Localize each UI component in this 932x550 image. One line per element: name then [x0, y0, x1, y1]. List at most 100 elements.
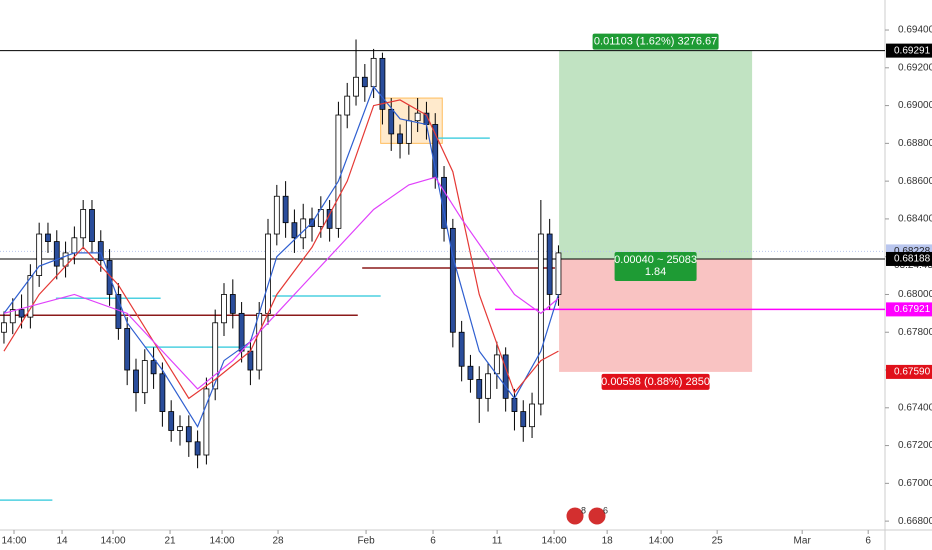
- x-tick-label: 18: [602, 536, 614, 547]
- event-label: 6: [603, 505, 608, 515]
- moving-average: [3, 85, 560, 429]
- candle-body: [300, 218, 307, 239]
- candle-body: [177, 426, 183, 431]
- candle-body: [546, 233, 553, 295]
- candle-body: [282, 195, 289, 224]
- y-tick-label: 0.67000: [898, 478, 932, 489]
- level-flag: 0.67921: [894, 304, 931, 315]
- event-marker: [565, 506, 585, 526]
- x-tick-label: Mar: [794, 536, 812, 547]
- candle-body: [335, 114, 342, 229]
- mid-label: 0.00040 ~ 25083: [614, 254, 697, 266]
- x-tick-label: 21: [164, 536, 176, 547]
- candle-body: [414, 112, 421, 122]
- candle-body: [529, 403, 535, 428]
- candle-body: [141, 360, 148, 394]
- y-tick-label: 0.69400: [898, 25, 932, 36]
- x-tick-label: 14:00: [649, 536, 674, 547]
- y-tick-label: 0.68600: [898, 176, 932, 187]
- target-flag: 0.69291: [894, 45, 931, 56]
- mid-label: 1.84: [645, 266, 666, 278]
- candle-body: [53, 241, 60, 267]
- y-tick-label: 0.67200: [898, 440, 932, 451]
- candle-body: [353, 76, 359, 97]
- target-label: 0.01103 (1.62%) 3276.67: [594, 36, 717, 48]
- x-tick-label: 28: [272, 536, 284, 547]
- x-tick-label: 6: [430, 536, 436, 547]
- entry-flag-bg: [886, 251, 932, 266]
- candle-body: [89, 209, 95, 242]
- candle-body: [229, 294, 236, 314]
- y-tick-label: 0.66800: [898, 516, 932, 527]
- candle-body: [97, 241, 104, 261]
- candle-body: [273, 195, 280, 235]
- candle-body: [467, 365, 474, 380]
- candle-body: [476, 379, 483, 399]
- candle-body: [36, 233, 43, 276]
- candle-body: [80, 209, 87, 239]
- x-tick-label: 14:00: [210, 536, 235, 547]
- candle-body: [221, 294, 227, 324]
- stop-label: 0.00598 (0.88%) 2850: [601, 376, 710, 388]
- x-tick-label: 25: [712, 536, 724, 547]
- candle-body: [397, 133, 403, 144]
- candle-body: [458, 331, 465, 367]
- current-flag: 0.68228: [894, 246, 931, 257]
- candle-body: [159, 373, 166, 412]
- candle-body: [291, 222, 298, 239]
- candle-body: [203, 388, 210, 456]
- candle-body: [247, 350, 254, 371]
- candle-body: [194, 441, 201, 456]
- candle-body: [238, 312, 245, 352]
- level-flag-bg: [886, 302, 932, 317]
- stop-label-bg: [601, 373, 710, 390]
- candle-body: [1, 322, 7, 333]
- x-tick-label: 14:00: [542, 536, 567, 547]
- candle-body: [45, 233, 51, 242]
- y-tick-label: 0.69000: [898, 100, 932, 111]
- candle-body: [265, 233, 271, 314]
- candle-body: [493, 354, 500, 375]
- event-label: 8: [581, 505, 586, 515]
- y-tick-label: 0.68400: [898, 214, 932, 225]
- candle-body: [502, 354, 509, 399]
- candle-body: [520, 411, 527, 428]
- x-tick-label: 14:00: [100, 536, 125, 547]
- candle-body: [150, 360, 157, 375]
- candle-body: [18, 309, 25, 318]
- target-label-bg: [592, 33, 719, 50]
- stop-flag-bg: [886, 364, 932, 379]
- candle-body: [256, 312, 263, 371]
- candle-body: [370, 57, 377, 88]
- profit-zone: [559, 50, 753, 259]
- x-tick-label: 6: [865, 536, 871, 547]
- candle-body: [212, 322, 219, 390]
- y-tick-label: 0.68800: [898, 138, 932, 149]
- candle-body: [326, 209, 333, 229]
- candle-body: [71, 237, 78, 254]
- candle-body: [361, 76, 368, 88]
- moving-average: [3, 99, 559, 400]
- x-tick-label: 14:00: [1, 536, 26, 547]
- x-tick-label: 14: [56, 536, 68, 547]
- candle-body: [511, 397, 518, 412]
- event-marker: [587, 506, 607, 526]
- candle-body: [449, 227, 456, 333]
- x-tick-label: 11: [492, 536, 503, 547]
- candle-body: [124, 328, 131, 371]
- candle-body: [485, 373, 491, 399]
- candle-body: [379, 57, 386, 110]
- candle-body: [133, 369, 139, 394]
- candle-body: [537, 233, 544, 405]
- candle-body: [27, 275, 34, 318]
- candle-body: [405, 120, 412, 144]
- y-tick-label: 0.69200: [898, 62, 932, 73]
- y-tick-label: 0.67800: [898, 327, 932, 338]
- candle-body: [555, 252, 562, 295]
- candle-body: [344, 95, 351, 116]
- x-tick-label: Feb: [357, 536, 375, 547]
- candle-body: [185, 426, 192, 443]
- moving-average: [3, 176, 559, 390]
